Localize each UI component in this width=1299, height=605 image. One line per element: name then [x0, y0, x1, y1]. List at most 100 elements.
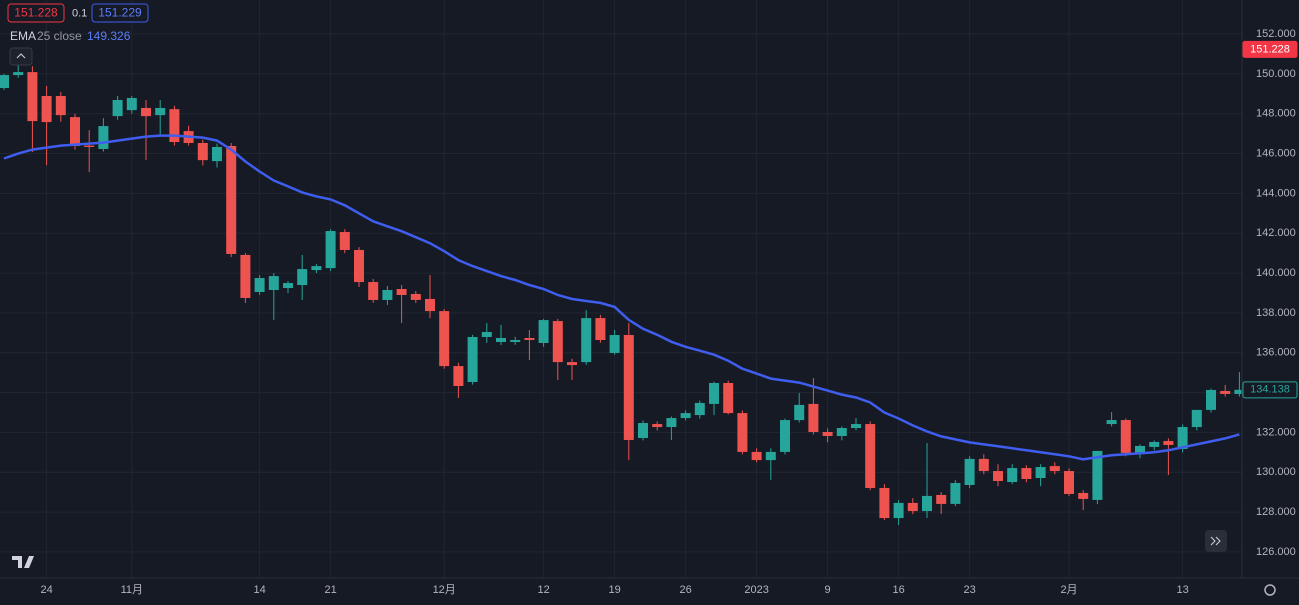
- candle-body: [41, 96, 52, 123]
- candle-body: [808, 403, 819, 433]
- candle-body: [169, 109, 180, 143]
- candle-body: [978, 458, 989, 472]
- candle-body: [1177, 427, 1188, 449]
- candle-body: [666, 418, 677, 428]
- y-tick-label: 152.000: [1256, 28, 1296, 40]
- candle-body: [836, 428, 847, 436]
- candle-body: [922, 495, 932, 512]
- candle-body: [737, 413, 748, 452]
- price-tag-label: 134.138: [1250, 384, 1290, 396]
- candle-body: [794, 404, 805, 421]
- candle-body: [1106, 420, 1117, 425]
- candle-body: [155, 107, 166, 116]
- candle-body: [13, 72, 24, 76]
- x-tick-label: 23: [963, 584, 975, 596]
- y-tick-label: 142.000: [1256, 227, 1296, 239]
- candle-body: [1092, 450, 1103, 500]
- candle-body: [623, 335, 634, 440]
- y-tick-label: 128.000: [1256, 506, 1296, 518]
- y-tick-label: 146.000: [1256, 147, 1296, 159]
- candle-body: [112, 99, 123, 117]
- candle-body: [1035, 467, 1046, 479]
- candle-body: [1021, 468, 1032, 480]
- candle-body: [865, 424, 876, 488]
- candle-body: [254, 278, 265, 292]
- candle-body: [1078, 492, 1089, 499]
- candle-body: [27, 72, 38, 122]
- scroll-icon: [1210, 536, 1221, 546]
- candle-body: [765, 451, 776, 461]
- candle-body: [709, 383, 719, 404]
- candle-body: [723, 383, 734, 414]
- candle-body: [297, 269, 308, 286]
- ask: 151.229: [98, 6, 142, 20]
- plot: [0, 63, 1245, 526]
- scroll-button[interactable]: [1205, 530, 1227, 552]
- candle-body: [964, 458, 975, 485]
- candle-body: [751, 451, 762, 461]
- candle-body: [552, 321, 563, 363]
- bid-box[interactable]: [7, 3, 65, 23]
- candle-body: [1064, 471, 1074, 494]
- y-tick-label: 138.000: [1256, 307, 1296, 319]
- candle-body: [567, 362, 577, 366]
- x-tick-label: 14: [253, 584, 265, 596]
- candle-body: [1220, 390, 1231, 394]
- x-tick-label: 2023: [744, 584, 768, 596]
- collapse-button[interactable]: [9, 47, 33, 66]
- settings-icon[interactable]: [1264, 584, 1276, 596]
- candle-body: [1234, 389, 1245, 394]
- candle-body: [84, 145, 95, 147]
- candle-body: [339, 232, 350, 250]
- candle-body: [453, 366, 464, 386]
- candle-body: [950, 482, 961, 504]
- candle-body: [638, 423, 648, 438]
- candle-body: [893, 502, 904, 519]
- candle-body: [410, 293, 421, 300]
- candle-body: [268, 276, 279, 290]
- candle-body: [325, 231, 336, 269]
- candle-body: [1163, 440, 1174, 445]
- candle-body: [851, 424, 861, 429]
- candle-body: [212, 146, 222, 162]
- candle-body: [226, 145, 237, 254]
- candle-body: [879, 487, 890, 519]
- y-tick-label: 148.000: [1256, 108, 1296, 120]
- x-tick-label: 13: [1176, 584, 1188, 596]
- candle-body: [822, 432, 833, 436]
- price-tag-label: 151.228: [1250, 43, 1290, 55]
- candle-body: [98, 126, 109, 149]
- candle-body: [1206, 389, 1216, 410]
- ask-box[interactable]: [91, 3, 149, 23]
- candle-body: [425, 298, 435, 312]
- candle-body: [439, 311, 450, 367]
- indicator-params: 25 close: [37, 29, 82, 43]
- price-tag: [1242, 381, 1298, 399]
- y-tick-label: 136.000: [1256, 347, 1296, 359]
- candle-body: [1135, 445, 1145, 453]
- candle-body: [311, 266, 322, 271]
- y-tick-label: 130.000: [1256, 466, 1296, 478]
- candle-body: [126, 97, 137, 111]
- y-tick-label: 132.000: [1256, 426, 1296, 438]
- logo: [12, 556, 34, 568]
- candle-body: [581, 318, 592, 363]
- x-tick-label: 26: [679, 584, 691, 596]
- candle-body: [283, 283, 293, 289]
- x-tick-label: 11月: [121, 584, 143, 596]
- candle-body: [481, 332, 492, 338]
- indicator-value: 149.326: [87, 29, 131, 43]
- x-tick-label: 24: [40, 584, 52, 596]
- candle-body: [595, 318, 606, 340]
- candle-body: [240, 254, 251, 298]
- x-tick-label: 21: [324, 584, 336, 596]
- candle-body: [936, 494, 947, 504]
- candle-body: [1007, 468, 1018, 482]
- candle-body: [1120, 420, 1131, 453]
- y-tick-label: 150.000: [1256, 68, 1296, 80]
- candle-body: [1049, 466, 1060, 472]
- candle-body: [1191, 409, 1202, 428]
- x-tick-label: 16: [892, 584, 904, 596]
- candle-body: [467, 337, 478, 383]
